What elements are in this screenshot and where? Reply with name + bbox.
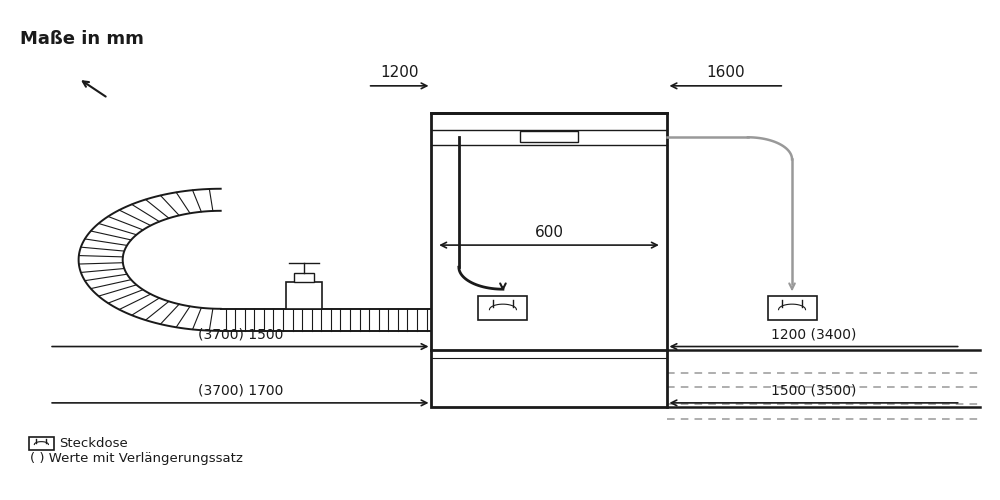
Text: 1200 (3400): 1200 (3400) [771, 328, 856, 342]
Text: ( ) Werte mit Verlängerungssatz: ( ) Werte mit Verlängerungssatz [30, 452, 242, 465]
Bar [520, 132, 578, 142]
Text: 600: 600 [534, 225, 564, 240]
Text: Maße in mm: Maße in mm [20, 30, 144, 48]
Bar [286, 282, 322, 309]
Text: (3700) 1700: (3700) 1700 [198, 384, 283, 398]
Bar [431, 113, 667, 407]
Bar [478, 296, 527, 320]
Text: 1200: 1200 [380, 65, 419, 80]
Text: Steckdose: Steckdose [59, 437, 128, 450]
Text: (3700) 1500: (3700) 1500 [198, 328, 283, 342]
Bar [768, 296, 817, 320]
Text: 1600: 1600 [706, 65, 745, 80]
Text: 1500 (3500): 1500 (3500) [771, 384, 856, 398]
Bar [29, 437, 54, 450]
Bar [294, 273, 314, 282]
